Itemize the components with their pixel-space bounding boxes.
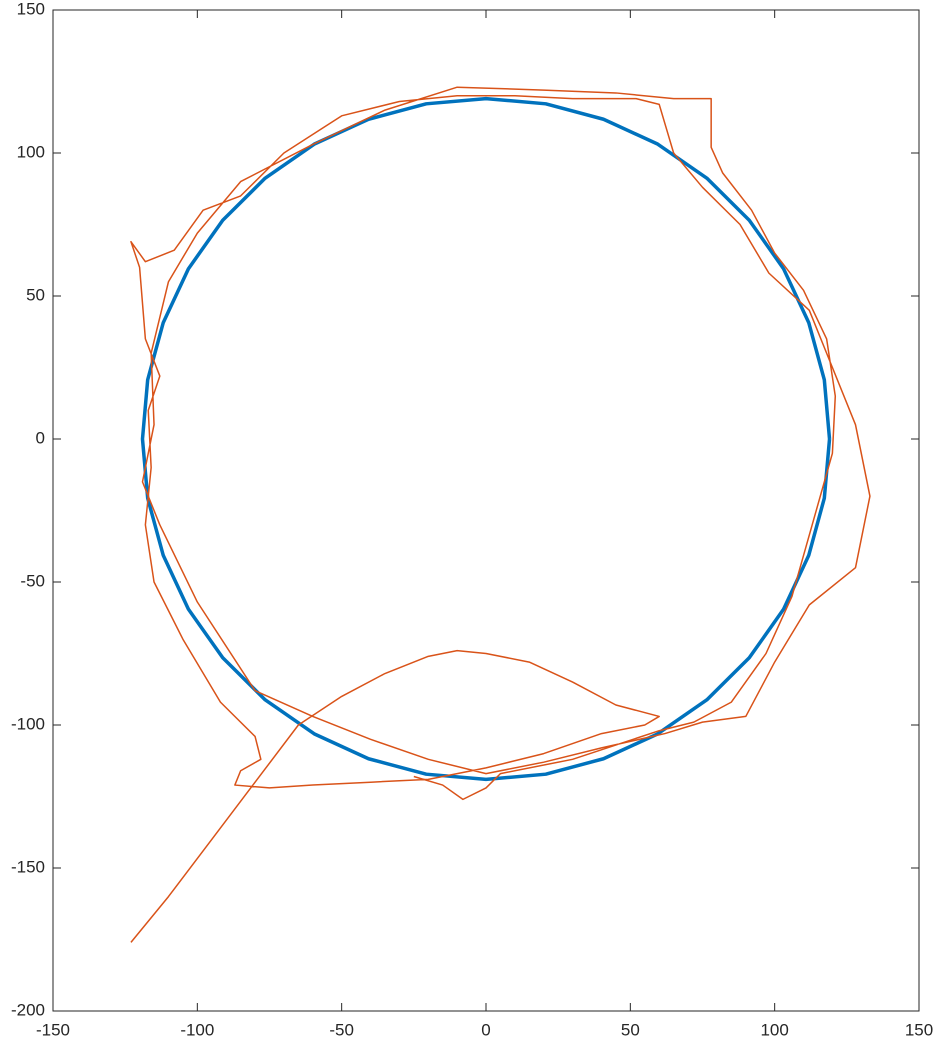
- y-tick-label: -150: [11, 857, 45, 876]
- y-tick-label: -100: [11, 714, 45, 733]
- x-tick-label: 50: [621, 1020, 640, 1039]
- y-tick-label: 150: [17, 0, 45, 18]
- x-tick-label: -100: [180, 1020, 214, 1039]
- y-tick-label: 100: [17, 142, 45, 161]
- x-tick-label: -50: [329, 1020, 354, 1039]
- plot-area: [52, 9, 920, 1012]
- x-tick-label: 0: [481, 1020, 490, 1039]
- x-tick-label: -150: [36, 1020, 70, 1039]
- line-series: [140, 96, 832, 782]
- x-tick-label: 150: [905, 1020, 933, 1039]
- line-series: [130, 86, 871, 943]
- y-tick-label: -50: [20, 571, 45, 590]
- y-tick-label: 50: [26, 285, 45, 304]
- y-tick-label: -200: [11, 1000, 45, 1019]
- y-tick-label: 0: [36, 428, 45, 447]
- x-tick-label: 100: [760, 1020, 788, 1039]
